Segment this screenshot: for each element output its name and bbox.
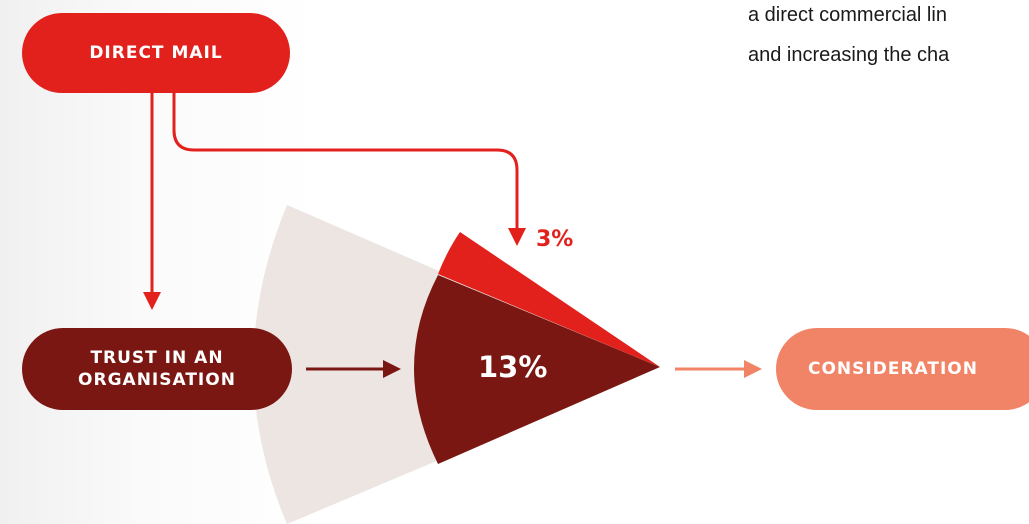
direct-to-effect-connector [172,93,519,228]
trust-effect-value: 13% [478,350,548,384]
direct-effect-wedge [438,232,660,367]
trust-label-line2: ORGANISATION [78,370,236,390]
caption-line-1: a direct commercial lin [748,4,947,26]
direct-to-trust-arrowhead [143,292,161,310]
direct-effect-value: 3% [536,227,574,252]
trust-effect-wedge [414,275,660,464]
direct-to-effect-arrowhead [508,228,526,246]
caption-line-2: and increasing the cha [748,44,950,66]
trust-label-line1: TRUST IN AN [90,348,224,368]
trust-node: TRUST IN AN ORGANISATION [22,328,292,410]
consideration-label: CONSIDERATION [808,359,978,379]
direct-mail-node: DIRECT MAIL [22,13,290,93]
trust-to-wedge-arrowhead [383,360,401,378]
direct-mail-label: DIRECT MAIL [89,43,223,63]
consideration-node: CONSIDERATION [776,328,1029,410]
to-consideration-arrowhead [744,360,762,378]
